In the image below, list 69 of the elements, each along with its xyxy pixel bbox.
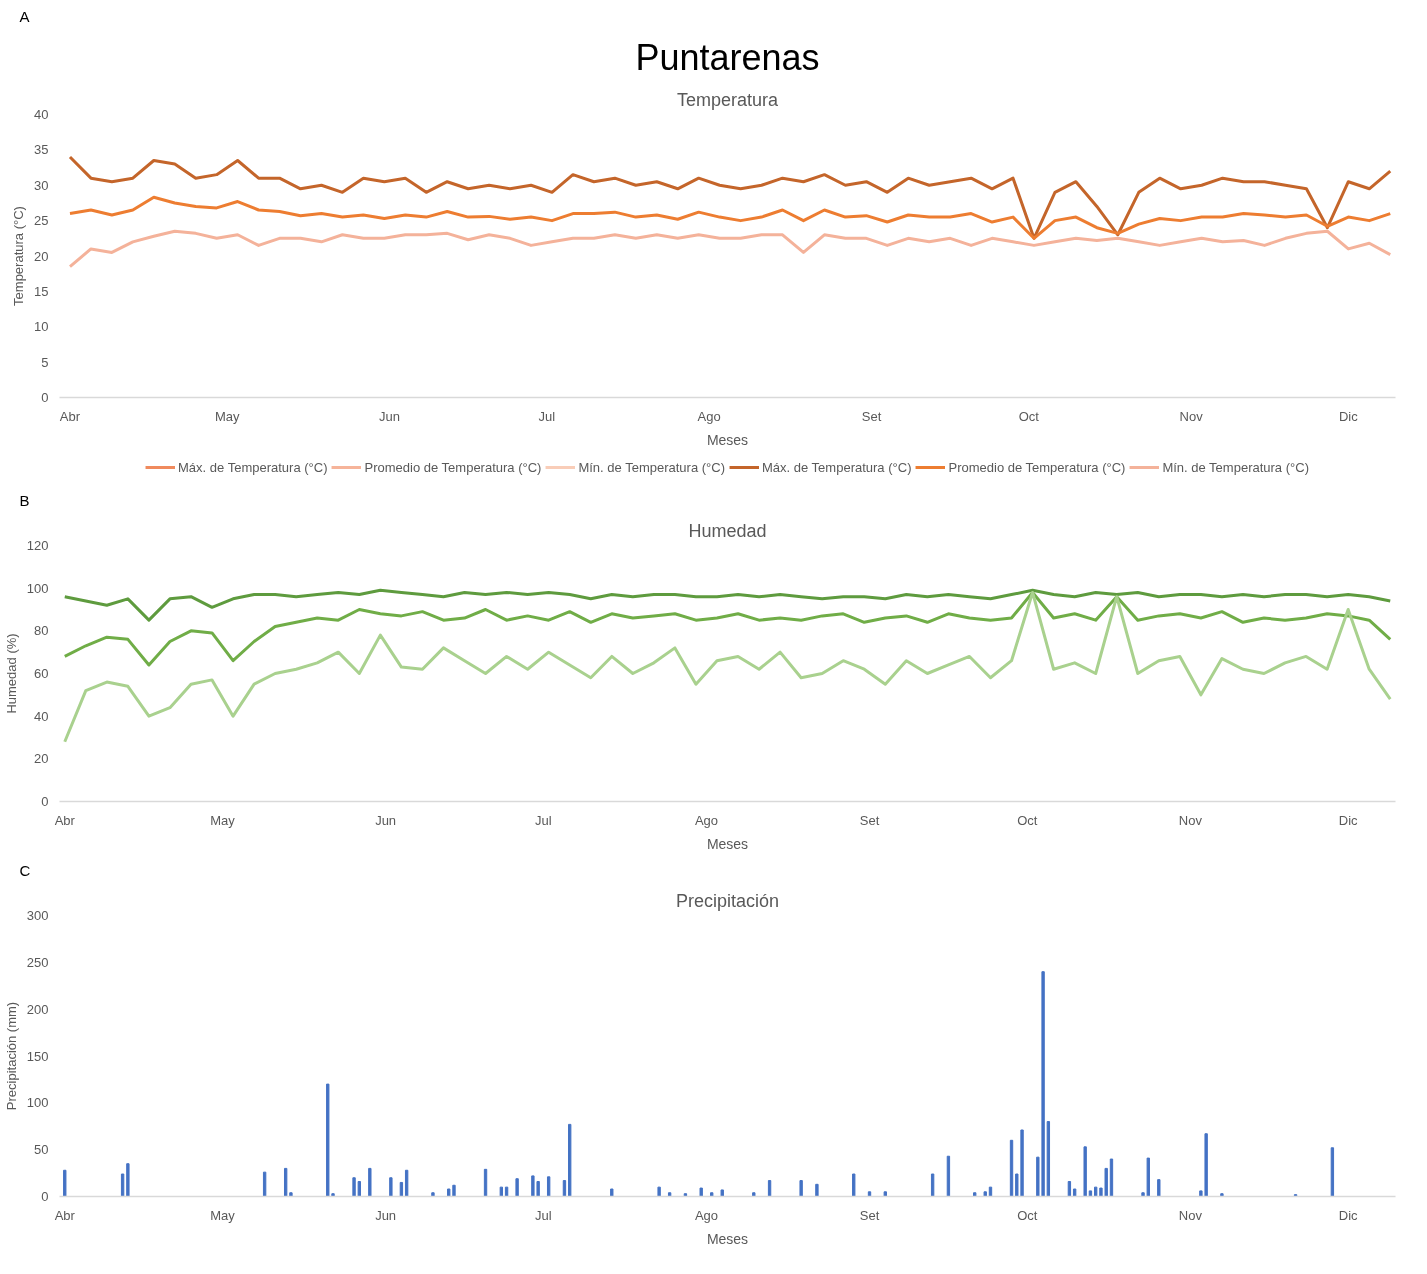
x-tick-label: Dic bbox=[1338, 1207, 1359, 1223]
y-tick-label: 40 bbox=[34, 107, 49, 122]
legend-label: Promedio de Temperatura (°C) bbox=[948, 459, 1126, 475]
x-tick-label: Abr bbox=[54, 812, 76, 828]
x-tick-label: Jun bbox=[375, 1207, 397, 1223]
y-tick-label: 20 bbox=[34, 751, 49, 767]
y-tick-label: 0 bbox=[41, 1189, 49, 1204]
legend-label: Máx. de Temperatura (°C) bbox=[762, 459, 912, 475]
chart-subtitle: Temperatura bbox=[676, 89, 780, 110]
x-tick-label: Set bbox=[859, 1207, 880, 1223]
y-tick-label: 40 bbox=[34, 708, 49, 724]
text: C bbox=[19, 861, 31, 879]
x-tick-label: Jun bbox=[375, 812, 397, 828]
legend-label: Promedio de Temperatura (°C) bbox=[364, 459, 542, 475]
x-tick-label: Oct bbox=[1017, 812, 1038, 828]
x-tick-label: Abr bbox=[54, 1207, 76, 1223]
text: A bbox=[19, 7, 30, 25]
y-tick-label: 15 bbox=[34, 283, 49, 299]
x-tick-label: Dic bbox=[1338, 408, 1359, 424]
x-tick-label: Abr bbox=[59, 408, 81, 424]
chart-title: Humedad bbox=[688, 520, 767, 541]
x-axis-title: Meses bbox=[706, 431, 749, 448]
x-tick-label: Set bbox=[859, 812, 880, 828]
x-tick-label: Jun bbox=[379, 408, 401, 424]
x-tick-label: Ago bbox=[694, 1207, 719, 1223]
y-tick-label: 100 bbox=[26, 580, 49, 596]
legend-label: Mín. de Temperatura (°C) bbox=[1162, 459, 1309, 475]
legend-label: Mín. de Temperatura (°C) bbox=[578, 459, 725, 475]
y-tick-label: 50 bbox=[34, 1142, 49, 1158]
y-tick-label: 25 bbox=[34, 213, 49, 229]
x-tick-label: Jul bbox=[535, 812, 552, 828]
y-tick-label: 10 bbox=[34, 319, 49, 335]
x-tick-label: Nov bbox=[1178, 812, 1203, 828]
x-tick-label: Nov bbox=[1179, 408, 1204, 424]
y-tick-label: 300 bbox=[26, 908, 49, 923]
y-tick-label: 80 bbox=[34, 623, 49, 639]
x-tick-label: Jul bbox=[538, 408, 556, 424]
x-tick-label: Set bbox=[861, 408, 882, 424]
y-tick-label: 5 bbox=[41, 354, 49, 370]
y-tick-label: 0 bbox=[41, 390, 49, 405]
y-tick-label: 200 bbox=[26, 1001, 49, 1017]
y-tick-label: 35 bbox=[34, 142, 49, 158]
y-tick-label: 20 bbox=[34, 248, 49, 264]
x-tick-label: Nov bbox=[1178, 1207, 1203, 1223]
y-axis-title: Precipitación (mm) bbox=[3, 1001, 19, 1111]
chart-title: Precipitación bbox=[675, 890, 780, 911]
x-tick-label: Dic bbox=[1338, 812, 1359, 828]
x-tick-label: May bbox=[214, 408, 240, 424]
chart-title: Puntarenas bbox=[635, 36, 820, 78]
x-tick-label: Oct bbox=[1018, 408, 1040, 424]
y-tick-label: 150 bbox=[26, 1048, 49, 1064]
legend-label: Máx. de Temperatura (°C) bbox=[178, 459, 328, 475]
y-tick-label: 0 bbox=[41, 794, 49, 809]
x-axis-title: Meses bbox=[706, 835, 749, 852]
x-tick-label: May bbox=[210, 812, 236, 828]
y-tick-label: 60 bbox=[34, 666, 49, 681]
x-tick-label: Oct bbox=[1017, 1207, 1038, 1223]
x-tick-label: May bbox=[210, 1207, 236, 1223]
y-tick-label: 120 bbox=[26, 538, 49, 553]
y-axis-title: Humedad (%) bbox=[3, 633, 19, 714]
y-axis-title: Temperatura (°C) bbox=[11, 206, 27, 306]
y-tick-label: 100 bbox=[26, 1095, 49, 1111]
x-tick-label: Jul bbox=[535, 1207, 552, 1223]
y-tick-label: 30 bbox=[34, 177, 49, 193]
x-tick-label: Ago bbox=[694, 812, 719, 828]
x-tick-label: Ago bbox=[697, 408, 721, 424]
y-tick-label: 250 bbox=[26, 954, 49, 970]
x-axis-title: Meses bbox=[706, 1230, 749, 1247]
text: B bbox=[19, 491, 30, 509]
